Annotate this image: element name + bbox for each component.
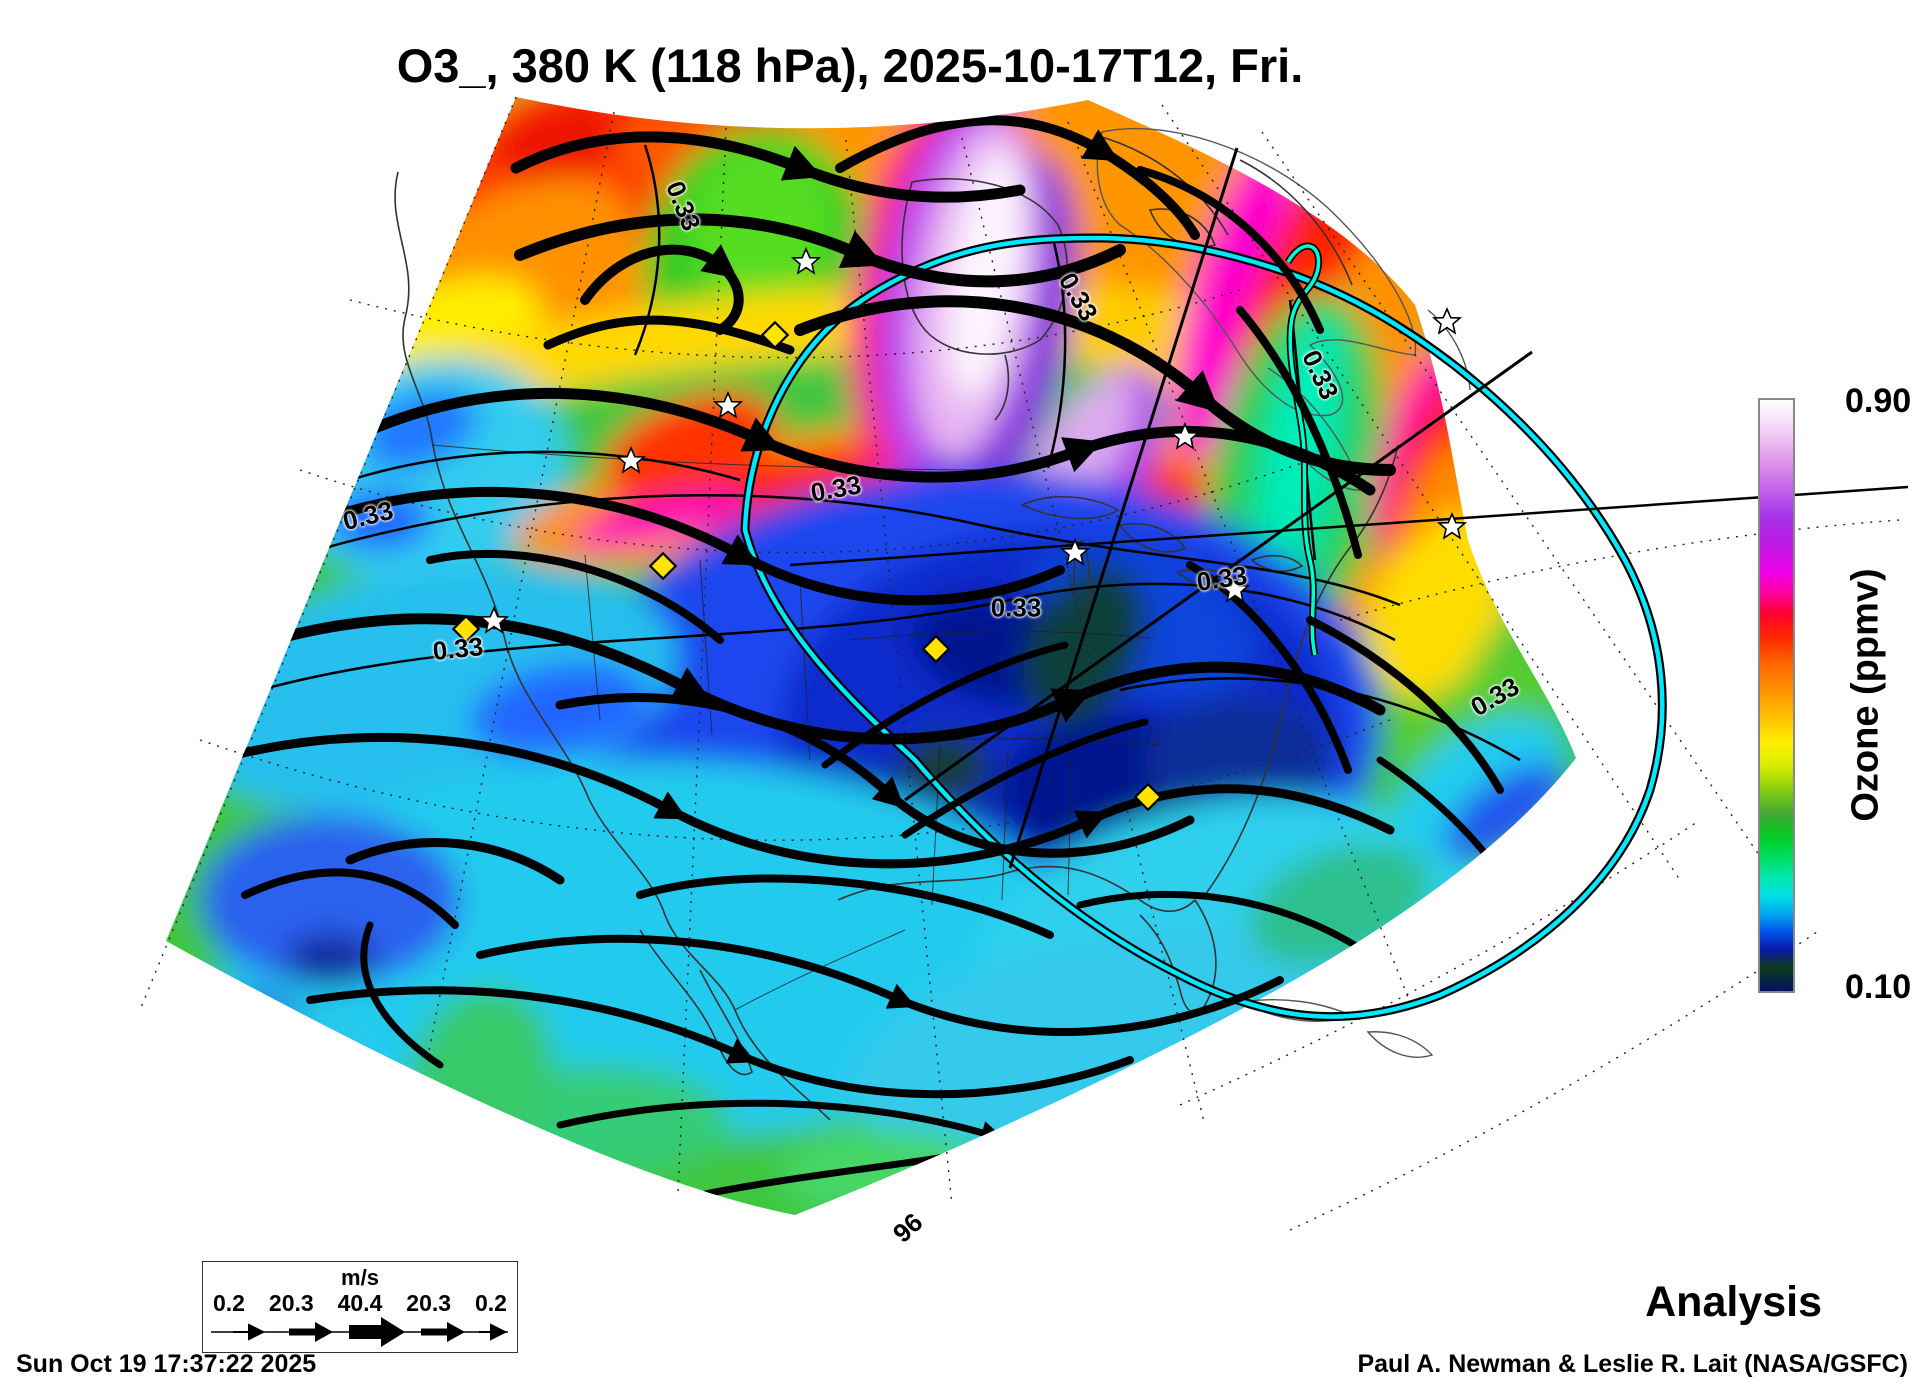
city-star-marker [478,606,510,634]
graticule [139,96,1901,1231]
city-star-marker [1436,512,1468,540]
station-diamond-marker [760,320,790,350]
station-markers [451,247,1468,812]
credit-text: Paul A. Newman & Leslie R. Lait (NASA/GS… [1357,1350,1908,1378]
colorbar-min-label: 0.10 [1845,968,1912,1006]
product-status-label: Analysis [1645,1278,1822,1326]
wind-scale-value: 20.3 [268,1290,314,1316]
wind-scale-values: 0.2 20.3 40.4 20.3 0.2 [213,1290,507,1317]
station-diamond-marker [921,634,951,664]
terminator-ring [740,233,1667,1022]
city-star-marker [1059,538,1091,566]
colorbar-axis-label: Ozone (ppmv) [1844,568,1887,822]
wind-scale-arrows [211,1317,508,1347]
wind-scale-unit: m/s [341,1265,379,1290]
city-star-marker [615,446,647,474]
colorbar [1758,398,1795,993]
city-star-marker [1169,422,1201,450]
wind-scale-legend: m/s 0.2 20.3 40.4 20.3 0.2 [202,1261,518,1353]
wind-scale-value: 20.3 [406,1290,452,1316]
station-diamond-marker [451,614,481,644]
city-star-marker [1431,307,1463,335]
wind-scale-value: 0.2 [474,1290,507,1316]
city-star-marker [790,247,822,275]
station-diamond-marker [1133,782,1163,812]
wind-streamlines [210,115,1524,1199]
generation-timestamp: Sun Oct 19 17:37:22 2025 [16,1350,317,1378]
coastlines [394,134,1399,1121]
colorbar-max-label: 0.90 [1845,382,1912,420]
wind-scale-value: 40.4 [337,1290,383,1316]
city-star-marker [712,391,744,419]
city-star-marker [1219,575,1251,603]
wind-scale-value: 0.2 [213,1290,245,1316]
plot-title: O3_, 380 K (118 hPa), 2025-10-17T12, Fri… [396,39,1304,92]
station-diamond-marker [648,551,678,581]
